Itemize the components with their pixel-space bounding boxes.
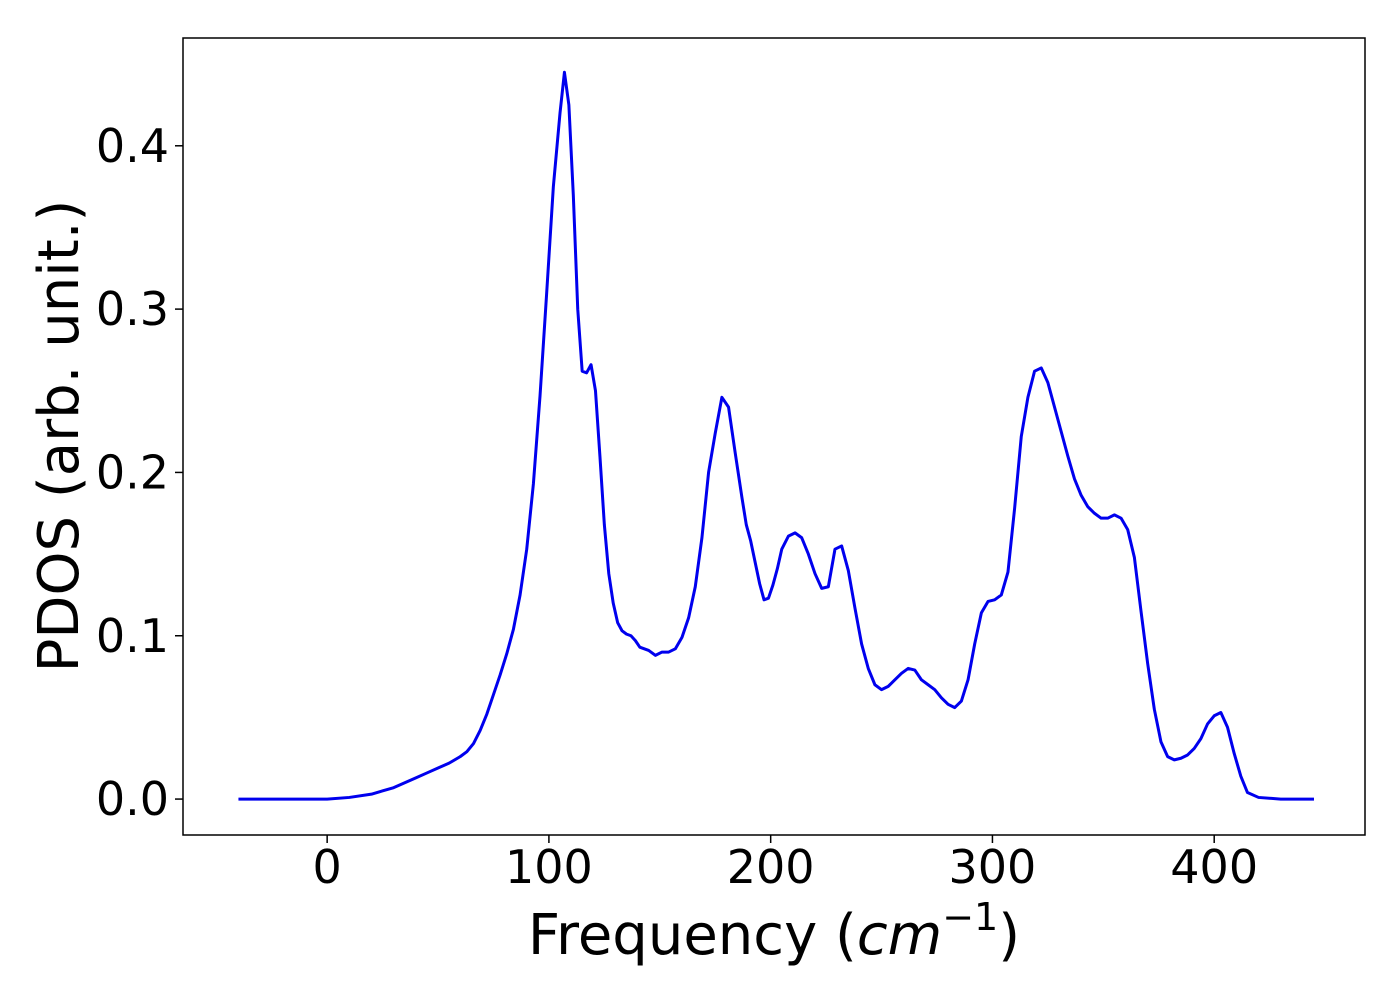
y-tick-label: 0.2 (96, 445, 169, 499)
x-axis-label-suffix: ) (998, 903, 1020, 968)
y-axis-label: PDOS (arb. unit.) (27, 200, 92, 673)
y-tick-label: 0.0 (96, 772, 169, 826)
y-tick-label: 0.3 (96, 282, 169, 336)
x-axis-ticks: 0 100 200 300 400 (313, 835, 1258, 894)
x-axis-label-prefix: Frequency ( (528, 903, 857, 968)
y-axis-ticks: 0.0 0.1 0.2 0.3 0.4 (96, 119, 183, 826)
x-tick-label: 200 (727, 840, 815, 894)
x-axis-label-exponent: −1 (942, 895, 998, 939)
plot-frame (182, 37, 1366, 836)
x-axis-label: Frequency (cm−1) (528, 895, 1020, 968)
y-tick-label: 0.1 (96, 609, 169, 663)
x-tick-label: 0 (313, 840, 342, 894)
series-layer (238, 70, 1314, 801)
series-line-0 (238, 70, 1314, 801)
x-tick-label: 100 (505, 840, 593, 894)
x-tick-label: 300 (949, 840, 1037, 894)
y-tick-label: 0.4 (96, 119, 169, 173)
x-tick-label: 400 (1170, 840, 1258, 894)
x-axis-label-unit: cm (857, 903, 942, 968)
